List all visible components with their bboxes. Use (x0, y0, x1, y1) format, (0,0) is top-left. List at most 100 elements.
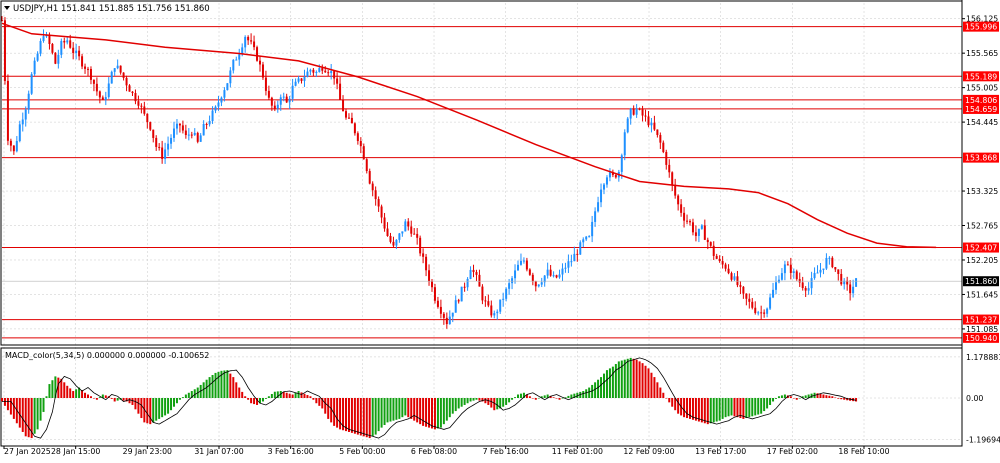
macd-bar (241, 391, 244, 398)
candle-body (404, 221, 407, 232)
candle-body (288, 98, 291, 103)
candle-body (855, 278, 858, 287)
macd-bar (783, 394, 786, 398)
macd-bar (671, 398, 674, 407)
macd-bar (155, 398, 158, 421)
candle-body (561, 268, 564, 275)
macd-bar (831, 396, 834, 398)
macd-bar (81, 390, 84, 398)
macd-bar (780, 395, 783, 398)
macd-bar (445, 398, 448, 421)
macd-bar (187, 392, 190, 398)
candle-body (517, 264, 519, 271)
time-tick-label: 7 Feb 16:00 (483, 447, 529, 456)
level-label-text: 153.868 (965, 154, 997, 163)
candle-body (374, 190, 377, 200)
level-label-text: 150.940 (965, 334, 997, 343)
macd-bar (193, 389, 196, 398)
macd-bar (57, 377, 60, 398)
macd-bar (247, 398, 250, 400)
macd-bar (718, 398, 721, 421)
candlestick-series[interactable] (1, 16, 858, 329)
macd-bar (745, 398, 748, 419)
macd-bar (727, 398, 730, 417)
macd-bar (582, 391, 585, 398)
macd-bar (244, 396, 247, 398)
candle-body (448, 316, 451, 325)
macd-bar (733, 398, 736, 417)
macd-bar (345, 398, 347, 432)
macd-bar (487, 398, 490, 405)
candle-body (30, 74, 33, 94)
main-price-pane[interactable] (0, 0, 963, 444)
macd-bar (769, 398, 772, 405)
macd-bar (600, 377, 603, 398)
macd-bar (481, 398, 484, 402)
candle-body (674, 184, 677, 196)
macd-bar (122, 398, 125, 401)
macd-bar (356, 398, 359, 435)
price-axis[interactable]: 156.125 155.565 155.005 154.445 153.325 152.7… (961, 0, 999, 446)
candle-body (454, 300, 457, 313)
macd-bar (217, 371, 220, 398)
macd-bar (113, 398, 116, 402)
macd-bar (208, 377, 211, 398)
candle-body (810, 278, 813, 289)
candle-body (92, 79, 95, 84)
candle-body (700, 225, 703, 229)
macd-bar (324, 398, 327, 414)
macd-bar (253, 398, 256, 405)
price-tick-label: 155.005 (966, 84, 998, 93)
candle-body (608, 172, 611, 178)
candle-body (457, 300, 460, 302)
macd-bar (792, 398, 795, 399)
candle-body (386, 228, 389, 237)
candle-body (798, 279, 801, 283)
macd-bar (374, 398, 377, 435)
price-axis-ticks: 156.125 155.565 155.005 154.445 153.325 152.7… (962, 15, 998, 334)
candle-body (825, 257, 828, 269)
candle-body (748, 298, 751, 302)
candle-body (525, 260, 528, 270)
macd-bar (519, 393, 522, 398)
candle-body (490, 305, 493, 316)
macd-bar (181, 397, 184, 398)
macd-bar (739, 398, 742, 419)
macd-bar (353, 398, 356, 434)
candle-body (116, 65, 119, 69)
time-axis[interactable]: 27 Jan 2025 28 Jan 15:00 29 Jan 23:00 31 Ja… (1, 445, 962, 456)
candle-body (487, 301, 490, 306)
candle-body (54, 52, 57, 64)
macd-bar (386, 398, 389, 423)
candle-body (113, 68, 116, 72)
macd-bar (505, 398, 508, 405)
macd-bar (291, 394, 294, 398)
macd-bar (54, 376, 57, 398)
candle-body (327, 72, 330, 74)
macd-bar (350, 398, 353, 433)
macd-pane[interactable]: MACD_color(5,34,5) 0.000000 0.000000 -0.… (0, 347, 1000, 447)
candle-body (306, 71, 309, 77)
macd-bar (552, 397, 555, 398)
macd-bar (371, 398, 374, 437)
candle-body (75, 50, 78, 53)
macd-bar (703, 398, 706, 424)
candle-body (125, 77, 128, 86)
triangle-down-icon[interactable] (4, 6, 10, 10)
candle-body (324, 70, 327, 73)
macd-tick-label: 0.00 (966, 394, 983, 403)
candle-body (783, 264, 786, 274)
macd-bar (309, 396, 312, 398)
candle-body (751, 301, 754, 308)
macd-bar (766, 398, 769, 409)
candle-body (632, 108, 635, 115)
level-label-text: 152.407 (965, 244, 997, 253)
candle-body (39, 40, 42, 54)
candle-body (259, 60, 261, 65)
candle-body (573, 253, 576, 262)
macd-bar (170, 398, 173, 411)
candle-body (217, 102, 220, 107)
candle-body (852, 286, 855, 294)
candle-body (140, 105, 143, 107)
